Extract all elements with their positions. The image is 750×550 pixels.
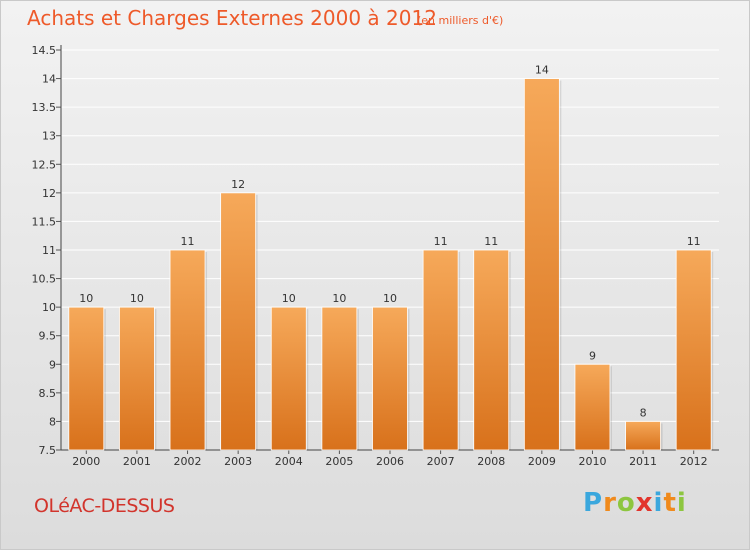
value-label: 14 <box>535 64 549 77</box>
y-tick-label: 9.5 <box>39 330 57 343</box>
bar <box>422 249 459 451</box>
logo-letter: i <box>676 488 687 518</box>
x-tick-label: 2011 <box>629 455 657 468</box>
bar <box>220 192 257 451</box>
proxiti-logo: Proxiti <box>583 488 687 518</box>
value-labels: 10 10 11 12 10 10 10 11 11 14 9 8 11 <box>79 64 700 420</box>
value-label: 9 <box>589 349 596 362</box>
value-label: 10 <box>130 292 144 305</box>
bar <box>625 421 661 451</box>
y-tick-label: 7.5 <box>39 444 57 457</box>
y-tick-label: 14.5 <box>32 44 57 57</box>
y-tick-label: 8 <box>49 415 56 428</box>
bar <box>321 306 358 451</box>
y-tick-label: 13.5 <box>32 101 57 114</box>
bar <box>574 363 611 451</box>
y-tick-label: 8.5 <box>39 387 57 400</box>
y-tick-label: 12.5 <box>32 158 57 171</box>
x-tick-label: 2001 <box>123 455 151 468</box>
commune-name: OLéAC-DESSUS <box>34 495 175 517</box>
bar <box>675 249 712 451</box>
bar <box>68 306 105 451</box>
logo-letter: x <box>635 488 654 518</box>
x-tick-label: 2000 <box>72 455 100 468</box>
x-tick-label: 2009 <box>528 455 556 468</box>
bar <box>169 249 206 451</box>
value-label: 10 <box>332 292 346 305</box>
bars <box>68 78 714 451</box>
y-tick-label: 9 <box>49 358 56 371</box>
logo-letter: i <box>653 488 664 518</box>
chart-title: Achats et Charges Externes 2000 à 2012 <box>27 6 437 30</box>
x-tick-label: 2008 <box>477 455 505 468</box>
x-tick-label: 2006 <box>376 455 404 468</box>
logo-letter: P <box>583 488 604 518</box>
y-tick-label: 10.5 <box>32 273 57 286</box>
bar <box>270 306 307 451</box>
x-tick-label: 2002 <box>174 455 202 468</box>
x-tick-label: 2005 <box>325 455 353 468</box>
value-label: 12 <box>231 178 245 191</box>
y-tick-label: 11 <box>42 244 56 257</box>
x-tick-label: 2003 <box>224 455 252 468</box>
value-label: 10 <box>79 292 93 305</box>
x-tick-label: 2004 <box>275 455 303 468</box>
x-tick-label: 2010 <box>578 455 606 468</box>
logo-letter: o <box>616 488 636 518</box>
y-tick-label: 12 <box>42 187 56 200</box>
x-tick-label: 2012 <box>680 455 708 468</box>
value-label: 11 <box>484 235 498 248</box>
logo-letter: r <box>603 488 617 518</box>
y-tick-label: 13 <box>42 130 56 143</box>
y-tick-labels: 7.5 8 8.5 9 9.5 10 10.5 11 11.5 12 12.5 13 13.5 14 14.… <box>32 44 57 457</box>
y-tick-label: 11.5 <box>32 215 57 228</box>
value-label: 10 <box>282 292 296 305</box>
value-label: 11 <box>434 235 448 248</box>
chart-subtitle: (en milliers d'€) <box>417 14 504 27</box>
y-tick-label: 14 <box>42 73 56 86</box>
bar <box>523 78 560 451</box>
value-label: 11 <box>181 235 195 248</box>
bar <box>473 249 510 451</box>
logo-letter: t <box>663 488 677 518</box>
value-label: 10 <box>383 292 397 305</box>
value-label: 8 <box>640 406 647 419</box>
bar <box>372 306 408 451</box>
y-tick-label: 10 <box>42 301 56 314</box>
x-tick-labels: 2000 2001 2002 2003 2004 2005 2006 2007 2008 2009… <box>72 455 707 468</box>
value-label: 11 <box>687 235 701 248</box>
bar <box>119 306 155 451</box>
x-tick-label: 2007 <box>427 455 455 468</box>
